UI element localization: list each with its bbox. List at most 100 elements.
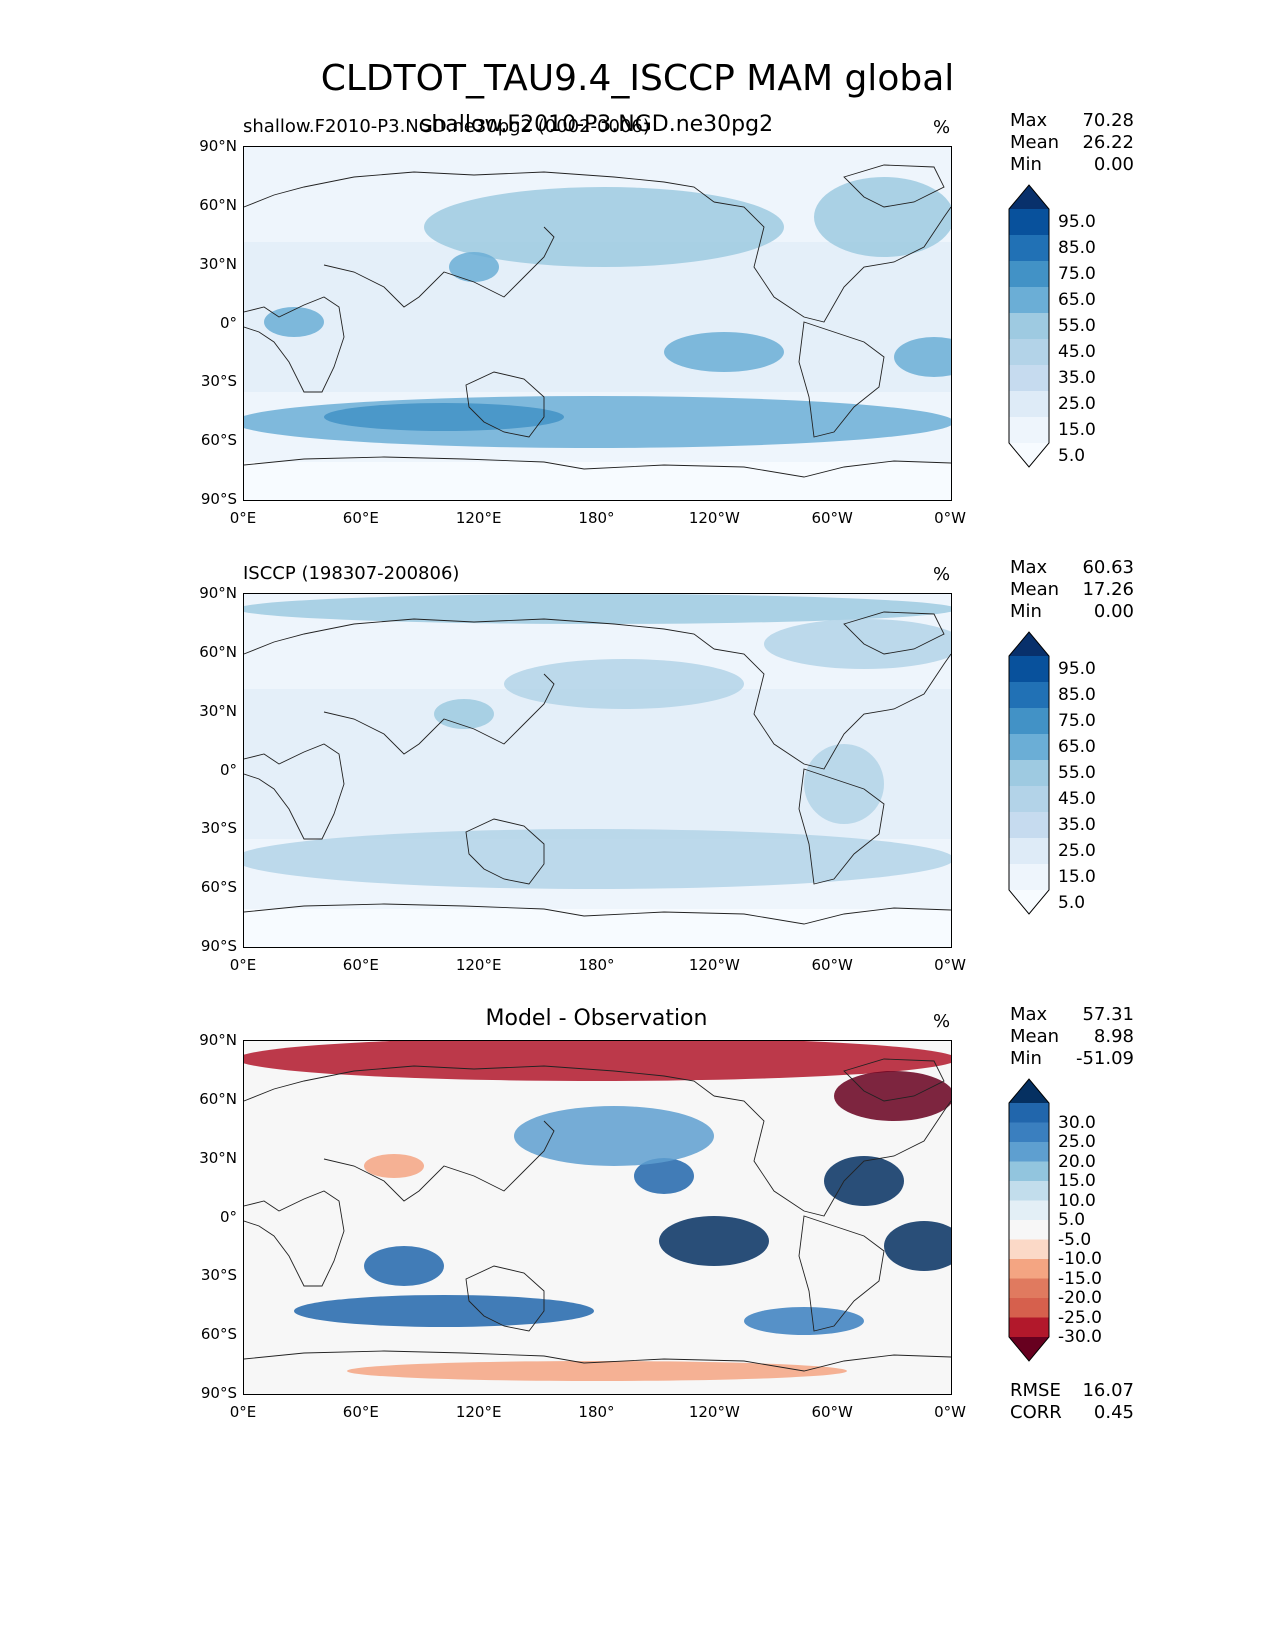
coastline bbox=[465, 818, 545, 885]
stat-max: Max 70.28 bbox=[1010, 110, 1134, 132]
colorbar-segment bbox=[1009, 734, 1049, 761]
field-region bbox=[244, 829, 951, 889]
coastline bbox=[798, 768, 885, 885]
metric-rmse: RMSE 16.07 bbox=[1010, 1380, 1134, 1402]
colorbar-ref bbox=[1008, 631, 1050, 919]
stat-value: 60.63 bbox=[1082, 557, 1134, 578]
colorbar-label: 55.0 bbox=[1058, 316, 1096, 336]
map-canvas bbox=[244, 1041, 951, 1394]
lat-tick-label: 30°N bbox=[199, 701, 237, 720]
colorbar-label: -20.0 bbox=[1058, 1288, 1102, 1308]
colorbar-outline bbox=[1008, 1078, 1050, 1362]
field-region bbox=[634, 1158, 694, 1194]
colorbar-label: -15.0 bbox=[1058, 1268, 1102, 1289]
colorbar-extend-bottom bbox=[1009, 890, 1049, 914]
lon-tick-label: 0°E bbox=[229, 956, 257, 974]
colorbar-segment bbox=[1009, 1142, 1049, 1162]
colorbar-segment bbox=[1009, 838, 1049, 865]
lat-tick-label: 60°S bbox=[200, 431, 237, 450]
lon-tick-label: 60°E bbox=[342, 1403, 379, 1421]
colorbar-label: 65.0 bbox=[1058, 737, 1096, 757]
stat-max: Max 57.31 bbox=[1010, 1004, 1134, 1026]
map-background bbox=[244, 1041, 951, 1394]
panel-title-left: shallow.F2010-P3.NGD.ne30pg2 (0002-0006) bbox=[243, 116, 650, 137]
map-test bbox=[243, 146, 952, 501]
lat-tick-label: 0° bbox=[219, 313, 237, 332]
field-region bbox=[347, 1361, 847, 1381]
colorbar-label: 35.0 bbox=[1058, 815, 1096, 835]
lon-tick-label: 120°E bbox=[455, 1403, 502, 1421]
colorbar-extend-top bbox=[1009, 1079, 1049, 1103]
stat-value: 17.26 bbox=[1082, 579, 1134, 600]
field-region bbox=[764, 619, 951, 669]
colorbar bbox=[1008, 184, 1050, 468]
colorbar-segment bbox=[1009, 864, 1049, 891]
colorbar-label: -10.0 bbox=[1058, 1249, 1102, 1269]
lat-tick-label: 30°S bbox=[200, 1266, 237, 1285]
coastline bbox=[465, 371, 545, 438]
colorbar-segment bbox=[1009, 812, 1049, 839]
colorbar-label: 75.0 bbox=[1058, 711, 1096, 731]
lat-tick-label: 90°N bbox=[199, 1031, 237, 1049]
colorbar-label: 95.0 bbox=[1058, 659, 1096, 679]
stat-mean: Mean 8.98 bbox=[1010, 1026, 1134, 1048]
lon-tick-label: 120°E bbox=[455, 956, 502, 974]
colorbar-label: 5.0 bbox=[1058, 893, 1086, 913]
coastline bbox=[244, 1065, 715, 1102]
coastline bbox=[843, 1058, 945, 1102]
colorbar-label: 25.0 bbox=[1058, 841, 1096, 861]
coastline bbox=[713, 648, 951, 770]
lat-tick-label: 90°S bbox=[200, 937, 237, 955]
lon-tick-label: 180° bbox=[578, 509, 615, 527]
colorbar-label: -25.0 bbox=[1058, 1307, 1102, 1328]
coastline bbox=[713, 201, 951, 323]
colorbar-extend-top bbox=[1009, 185, 1049, 209]
field-band-polar bbox=[244, 909, 951, 947]
colorbar-segment bbox=[1009, 1200, 1049, 1221]
field-region bbox=[659, 1216, 769, 1266]
metric-value: 16.07 bbox=[1082, 1380, 1134, 1401]
coastline bbox=[323, 226, 555, 308]
colorbar-segment bbox=[1009, 682, 1049, 709]
stat-max: Max 60.63 bbox=[1010, 557, 1134, 579]
coastline bbox=[244, 1350, 951, 1372]
colorbar-label: -5.0 bbox=[1058, 1229, 1092, 1250]
colorbar-label: 10.0 bbox=[1058, 1190, 1096, 1211]
colorbar bbox=[1008, 631, 1050, 915]
field-region bbox=[504, 659, 744, 709]
stat-label: Max bbox=[1010, 110, 1048, 131]
colorbar-label: 45.0 bbox=[1058, 789, 1096, 809]
stat-label: Max bbox=[1010, 1004, 1048, 1025]
colorbar-label: 25.0 bbox=[1058, 394, 1096, 414]
colorbar-label: 15.0 bbox=[1058, 867, 1096, 887]
stat-value: 57.31 bbox=[1082, 1004, 1134, 1025]
lat-tick-label: 90°N bbox=[199, 584, 237, 602]
metric-corr: CORR 0.45 bbox=[1010, 1402, 1134, 1424]
colorbar-label: 85.0 bbox=[1058, 685, 1096, 705]
lon-tick-label: 60°W bbox=[811, 956, 853, 974]
units-label: % bbox=[933, 564, 951, 585]
coastline bbox=[465, 1265, 545, 1332]
colorbar-segment bbox=[1009, 708, 1049, 735]
lon-tick-label: 180° bbox=[578, 1403, 615, 1421]
coastline bbox=[244, 456, 951, 478]
colorbar-segment bbox=[1009, 1239, 1049, 1260]
stat-value: 0.00 bbox=[1093, 601, 1134, 622]
lon-tick-label: 0°E bbox=[229, 509, 257, 527]
lon-tick-label: 120°E bbox=[455, 509, 502, 527]
stat-label: Mean bbox=[1010, 579, 1060, 600]
stat-label: Max bbox=[1010, 557, 1048, 578]
colorbar-label: 55.0 bbox=[1058, 763, 1096, 783]
stat-value: 70.28 bbox=[1082, 110, 1134, 131]
colorbar-diff bbox=[1008, 1078, 1050, 1366]
stat-label: Min bbox=[1010, 601, 1042, 622]
colorbar-label: 65.0 bbox=[1058, 290, 1096, 310]
lon-tick-label: 180° bbox=[578, 956, 615, 974]
coastline bbox=[798, 321, 885, 438]
coastline bbox=[244, 618, 715, 655]
colorbar-segment bbox=[1009, 1122, 1049, 1143]
metric-value: 0.45 bbox=[1093, 1402, 1134, 1423]
lon-tick-label: 120°W bbox=[688, 509, 740, 527]
colorbar-label: 15.0 bbox=[1058, 420, 1096, 440]
colorbar-outline bbox=[1008, 184, 1050, 468]
